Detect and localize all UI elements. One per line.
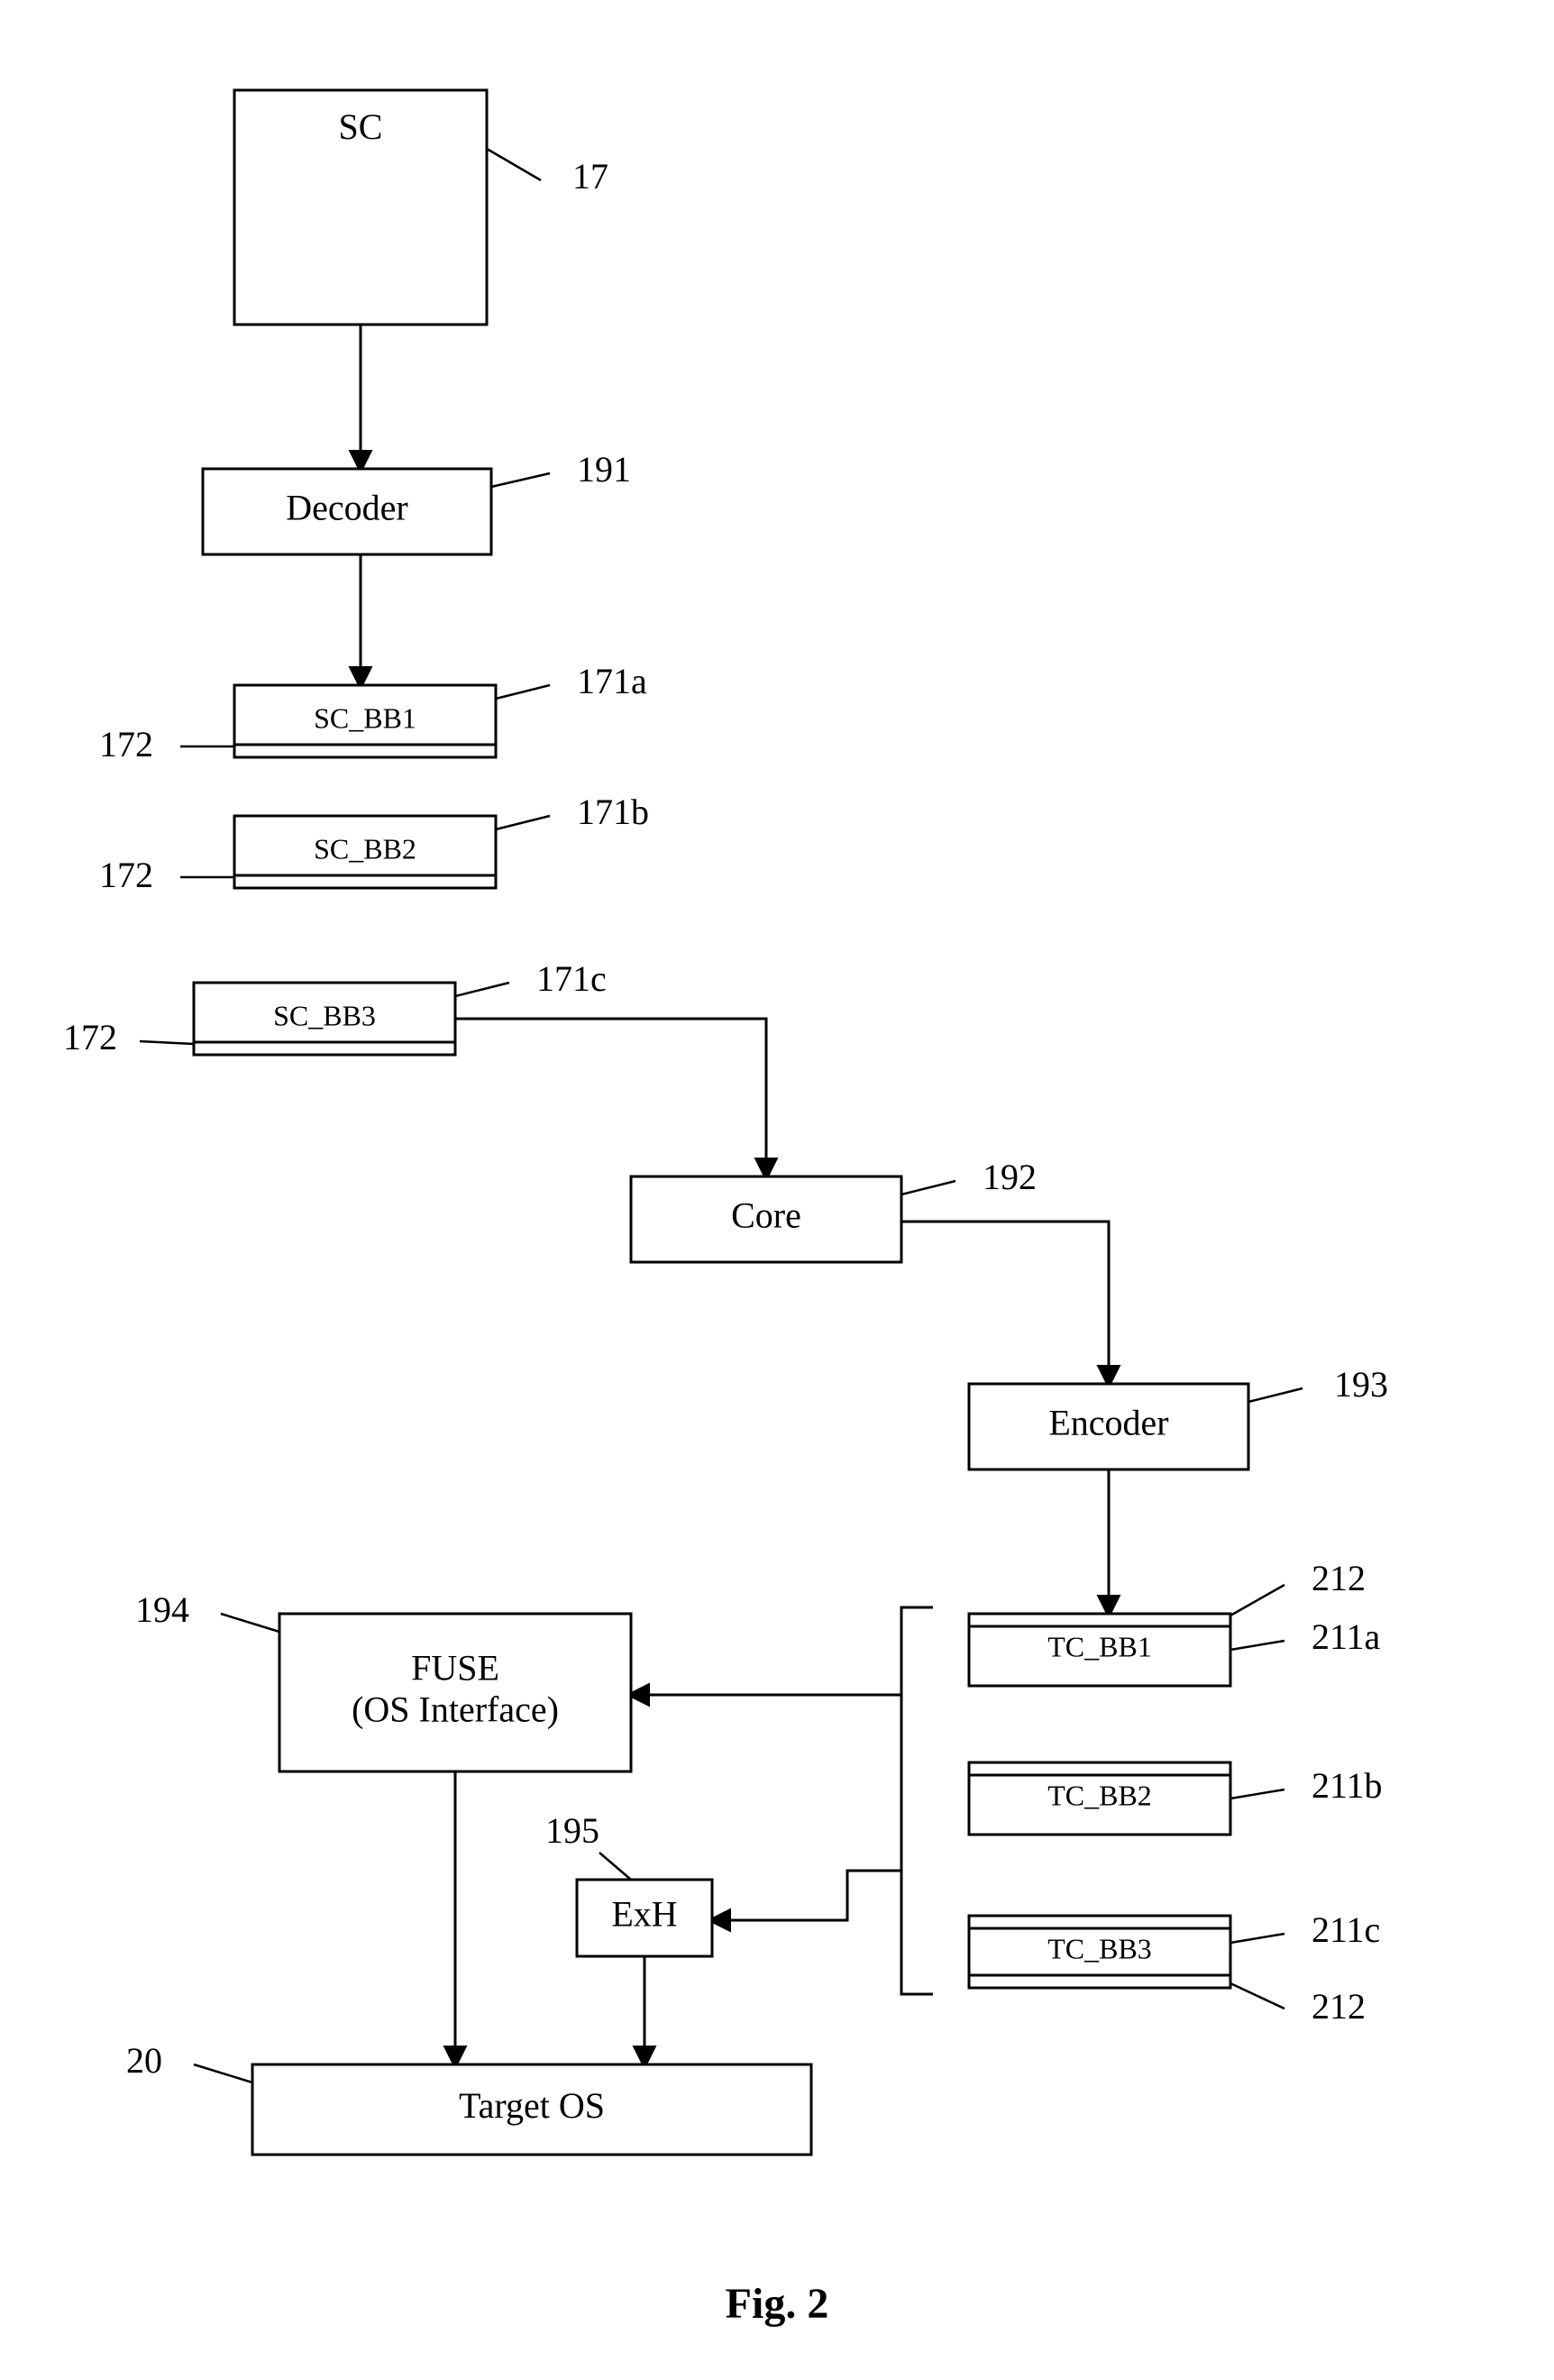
ref-leader-195 <box>599 1853 631 1880</box>
fuse-label: FUSE <box>411 1648 499 1689</box>
ref-leader-17 <box>487 149 541 180</box>
ref-211c: 211c <box>1312 1909 1380 1950</box>
ref-20: 20 <box>126 2040 162 2081</box>
ref-leader-211a <box>1230 1641 1284 1650</box>
ref-212a: 212 <box>1312 1558 1366 1598</box>
ref-leader-171c <box>455 983 509 996</box>
edge <box>712 1871 901 1920</box>
core-label: Core <box>731 1195 801 1236</box>
sc_bb3-label: SC_BB3 <box>273 999 376 1031</box>
ref-211b: 211b <box>1312 1765 1383 1806</box>
ref-17: 17 <box>572 156 608 197</box>
tc_bb3-label: TC_BB3 <box>1047 1932 1152 1964</box>
ref-leader-172c <box>140 1041 194 1044</box>
ref-leader-211c <box>1230 1934 1284 1943</box>
ref-leader-20 <box>194 2064 252 2082</box>
ref-192: 192 <box>983 1157 1037 1197</box>
ref-195: 195 <box>545 1810 599 1851</box>
edge <box>901 1222 1109 1384</box>
ref-191: 191 <box>577 449 631 490</box>
ref-211a: 211a <box>1312 1616 1381 1657</box>
ref-171b: 171b <box>577 792 649 832</box>
ref-leader-212b <box>1230 1983 1284 2009</box>
ref-193: 193 <box>1334 1364 1388 1405</box>
ref-171c: 171c <box>536 958 607 999</box>
ref-172a: 172 <box>99 724 153 764</box>
ref-leader-171b <box>496 816 550 829</box>
exh-label: ExH <box>611 1894 677 1935</box>
ref-leader-193 <box>1248 1388 1303 1402</box>
ref-leader-212a <box>1230 1585 1284 1616</box>
ref-172b: 172 <box>99 855 153 895</box>
tc_bb2-label: TC_BB2 <box>1047 1779 1152 1811</box>
edge <box>455 1019 766 1176</box>
target_os-label: Target OS <box>459 2085 605 2126</box>
ref-leader-192 <box>901 1181 955 1195</box>
fuse-label: (OS Interface) <box>352 1689 559 1730</box>
sc-label: SC <box>339 106 383 147</box>
ref-171a: 171a <box>577 661 647 701</box>
ref-212b: 212 <box>1312 1986 1366 2027</box>
sc_bb2-label: SC_BB2 <box>314 832 416 865</box>
ref-194: 194 <box>135 1589 189 1630</box>
encoder-label: Encoder <box>1048 1403 1168 1443</box>
ref-leader-171a <box>496 685 550 699</box>
ref-172c: 172 <box>63 1017 117 1057</box>
sc_bb1-label: SC_BB1 <box>314 701 416 734</box>
decoder-label: Decoder <box>286 488 407 528</box>
tc_bb1-label: TC_BB1 <box>1047 1630 1152 1662</box>
ref-leader-194 <box>221 1614 279 1632</box>
figure-caption: Fig. 2 <box>726 2280 829 2328</box>
ref-leader-211b <box>1230 1790 1284 1799</box>
ref-leader-191 <box>491 473 550 487</box>
tc-bracket <box>901 1607 933 1994</box>
